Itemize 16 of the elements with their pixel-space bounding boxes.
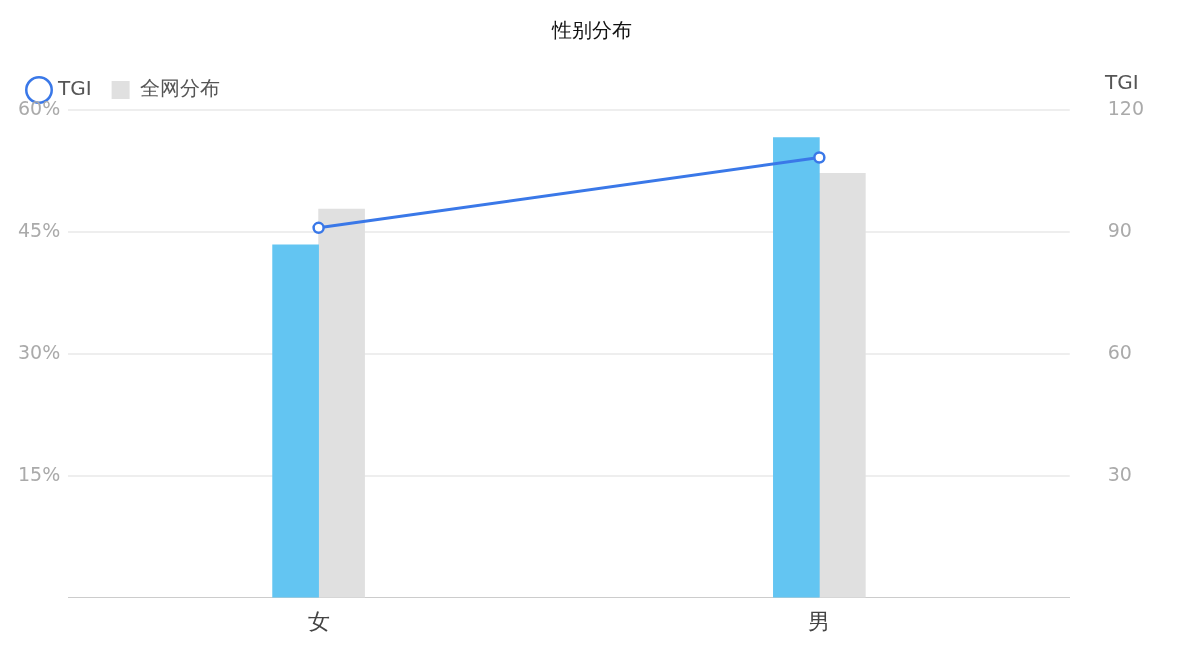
legend-label: 全网分布: [139, 76, 220, 101]
y2-axis-title: TGI: [1104, 70, 1139, 95]
y2-tick-label: 30: [1107, 462, 1132, 485]
y-tick-label: 30%: [18, 340, 61, 363]
y-tick-label: 15%: [18, 462, 61, 485]
bar: [819, 173, 866, 598]
x-tick-label: 女: [307, 608, 330, 634]
bar: [272, 244, 319, 598]
x-tick-label: 男: [808, 608, 831, 634]
bar: [773, 137, 820, 598]
y2-tick-label: 120: [1107, 96, 1144, 119]
bar: [318, 208, 365, 598]
chart-title: 性别分布: [551, 18, 632, 43]
y2-tick-label: 60: [1107, 340, 1132, 363]
y-tick-label: 45%: [18, 218, 61, 241]
y2-tick-label: 90: [1107, 218, 1132, 241]
